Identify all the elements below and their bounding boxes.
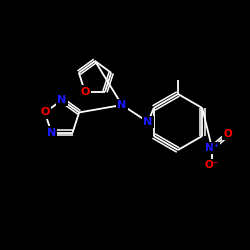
Text: O: O [80,87,90,97]
Text: N: N [58,95,66,105]
Text: N: N [118,100,127,110]
Text: N⁺: N⁺ [205,143,219,153]
Text: O: O [224,129,232,139]
Text: N: N [144,117,152,127]
Text: N: N [47,128,56,138]
Text: O: O [40,108,50,118]
Text: O⁻: O⁻ [205,160,219,170]
